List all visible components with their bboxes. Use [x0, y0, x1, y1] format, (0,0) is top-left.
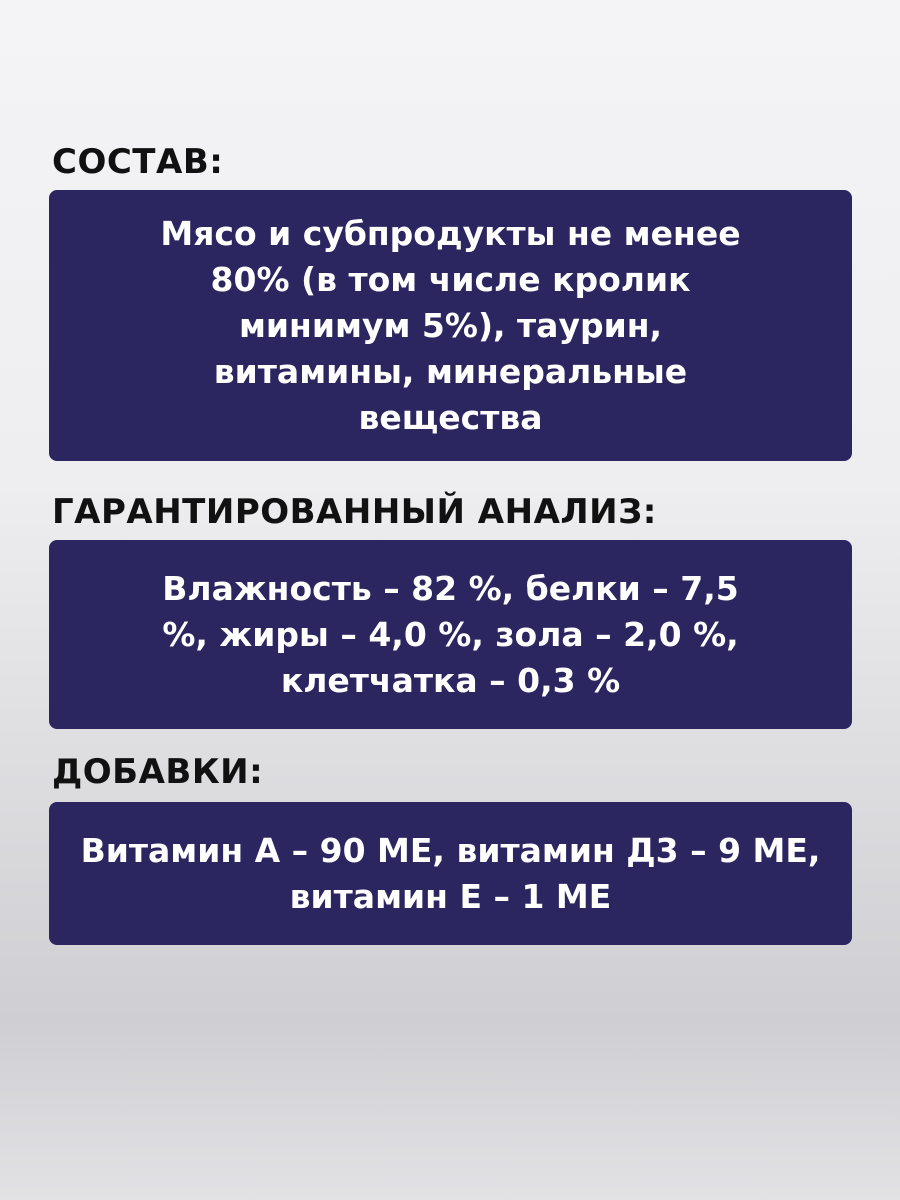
analysis-text: Влажность – 82 %, белки – 7,5 %, жиры – …: [162, 568, 739, 700]
analysis-box: Влажность – 82 %, белки – 7,5 %, жиры – …: [49, 540, 852, 729]
composition-box: Мясо и субпродукты не менее 80% (в том ч…: [49, 190, 852, 461]
analysis-heading: ГАРАНТИРОВАННЫЙ АНАЛИЗ:: [52, 492, 657, 532]
composition-heading: СОСТАВ:: [52, 142, 224, 182]
additives-box: Витамин А – 90 МЕ, витамин Д3 – 9 МЕ, ви…: [49, 802, 852, 945]
additives-text: Витамин А – 90 МЕ, витамин Д3 – 9 МЕ, ви…: [80, 830, 821, 916]
composition-text: Мясо и субпродукты не менее 80% (в том ч…: [160, 213, 741, 437]
additives-heading: ДОБАВКИ:: [52, 752, 264, 792]
